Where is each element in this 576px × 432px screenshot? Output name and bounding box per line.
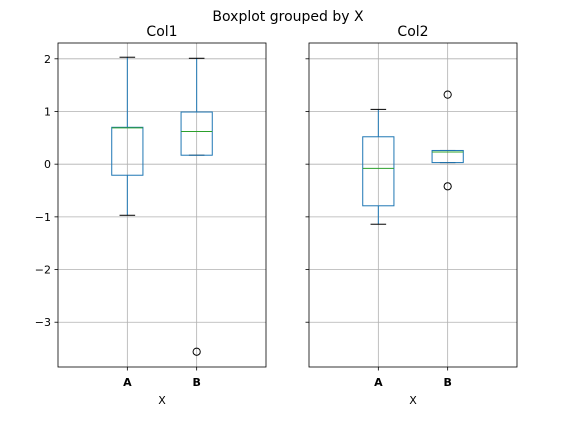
panel-2: Col2 A B X bbox=[305, 24, 518, 407]
y-tick-label: 0 bbox=[44, 158, 51, 171]
panel-title: Col1 bbox=[146, 24, 177, 40]
y-tick-label: 2 bbox=[44, 53, 51, 66]
x-axis-label: X bbox=[158, 394, 166, 407]
panel-title: Col2 bbox=[397, 24, 428, 40]
panel-1: Col1 −3 −2 −1 0 1 2 A B X bbox=[35, 24, 267, 407]
y-tick-label: −1 bbox=[35, 211, 51, 224]
y-tick-label: −2 bbox=[35, 264, 51, 277]
axes-frame bbox=[57, 42, 267, 368]
iqr-box bbox=[111, 126, 144, 176]
outlier-point bbox=[443, 90, 452, 99]
x-tick-label: B bbox=[443, 376, 451, 389]
box-a bbox=[111, 56, 144, 216]
x-tick-label: A bbox=[374, 376, 383, 389]
figure-title: Boxplot grouped by X bbox=[212, 9, 364, 25]
y-tick-label: 1 bbox=[44, 105, 51, 118]
y-tick-label: −3 bbox=[35, 316, 51, 329]
panels-layer: Col1 −3 −2 −1 0 1 2 A B X Col2 A B X bbox=[35, 24, 518, 407]
box-a bbox=[362, 108, 395, 225]
x-tick-label: B bbox=[192, 376, 200, 389]
outlier-point bbox=[443, 182, 452, 191]
outlier-point bbox=[192, 347, 201, 356]
box-b bbox=[431, 90, 464, 191]
iqr-box bbox=[180, 111, 213, 156]
iqr-box bbox=[362, 136, 395, 207]
box-b bbox=[180, 57, 213, 356]
iqr-box bbox=[431, 149, 464, 164]
axes-frame bbox=[308, 42, 518, 368]
x-tick-label: A bbox=[123, 376, 132, 389]
x-axis-label: X bbox=[409, 394, 417, 407]
